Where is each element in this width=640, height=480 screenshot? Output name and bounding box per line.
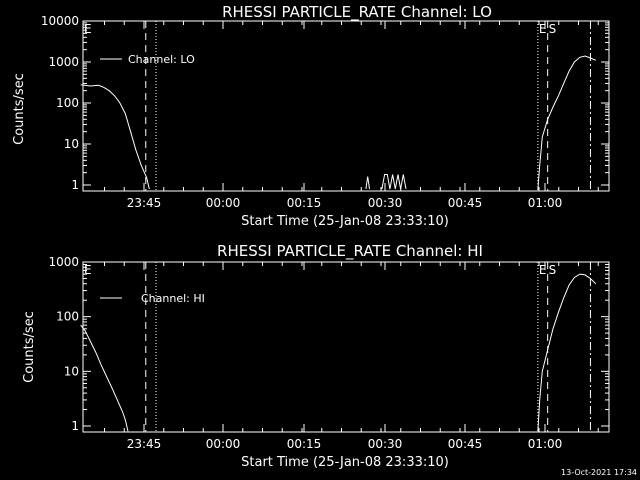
event-marker-label: S [549, 263, 557, 277]
x-axis-label-hi: Start Time (25-Jan-08 23:33:10) [241, 455, 449, 470]
x-tick-label: 01:00 [528, 196, 563, 210]
x-tick-label: 00:15 [287, 196, 322, 210]
x-tick-label: 00:00 [206, 196, 241, 210]
series-line [537, 55, 596, 190]
plot-frame [82, 20, 610, 192]
y-tick-label: 1 [71, 178, 79, 192]
x-tick-label: 23:45 [127, 196, 162, 210]
legend-label-hi: Channel: HI [141, 292, 205, 305]
y-tick-label: 10 [64, 364, 79, 378]
series-line [80, 84, 150, 190]
y-axis-label-hi: Counts/sec [22, 311, 37, 383]
event-marker-label: E [539, 22, 547, 36]
chart-panel-lo: RHESSI PARTICLE_RATE Channel: LO Start T… [12, 3, 610, 229]
plot-frame [82, 261, 610, 433]
y-tick-label: 100 [56, 310, 79, 324]
x-tick-label: 00:15 [287, 437, 322, 451]
y-axis-label-lo: Counts/sec [12, 73, 27, 145]
event-marker-label: E [84, 22, 92, 36]
x-tick-label: 00:30 [368, 196, 403, 210]
y-tick-label: 10 [64, 137, 79, 151]
y-tick-label: 1 [71, 419, 79, 433]
chart-panel-hi: RHESSI PARTICLE_RATE Channel: HI Start T… [22, 242, 610, 470]
y-tick-label: 1000 [48, 55, 79, 69]
y-tick-label: 1000 [48, 255, 79, 269]
x-tick-label: 01:00 [528, 437, 563, 451]
x-tick-label: 00:00 [206, 437, 241, 451]
series-line [80, 324, 129, 432]
x-axis-label-lo: Start Time (25-Jan-08 23:33:10) [241, 214, 449, 229]
x-tick-label: 00:45 [448, 437, 483, 451]
event-marker-label: S [549, 22, 557, 36]
chart-title-hi: RHESSI PARTICLE_RATE Channel: HI [217, 242, 483, 261]
legend-label-lo: Channel: LO [128, 53, 195, 66]
timestamp-stamp: 13-Oct-2021 17:34 [561, 468, 637, 477]
y-tick-label: 100 [56, 96, 79, 110]
chart-title-lo: RHESSI PARTICLE_RATE Channel: LO [222, 3, 492, 22]
x-tick-label: 00:45 [448, 196, 483, 210]
event-marker-label: E [84, 263, 92, 277]
x-tick-label: 23:45 [127, 437, 162, 451]
series-line [365, 176, 370, 190]
y-tick-label: 10000 [41, 14, 79, 28]
event-marker-label: E [539, 263, 547, 277]
series-line [381, 174, 407, 190]
x-tick-label: 00:30 [368, 437, 403, 451]
series-line [537, 273, 597, 432]
